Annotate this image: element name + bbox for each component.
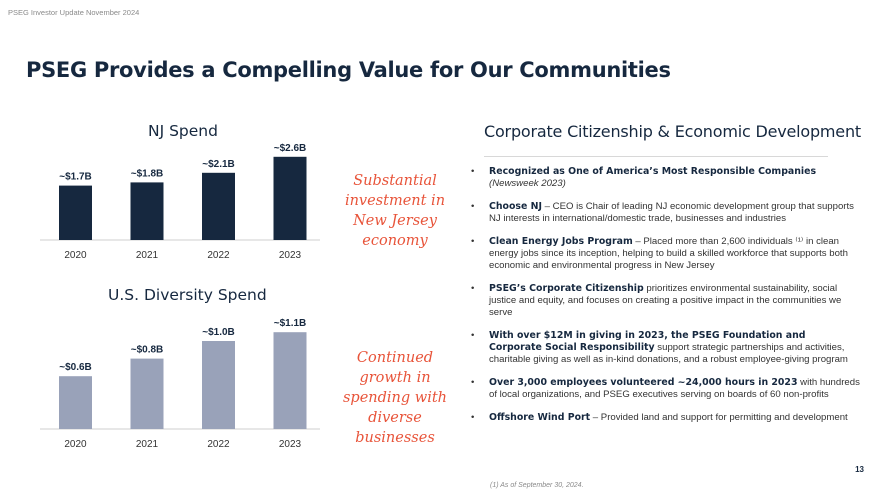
data-label: ~$1.7B [59,172,92,183]
data-label: ~$2.6B [274,143,307,154]
bar [59,185,92,240]
bullet-item: Clean Energy Jobs Program – Placed more … [470,236,860,273]
bullet-item: Offshore Wind Port – Provided land and s… [470,412,860,424]
data-label: ~$1.0B [202,327,235,338]
bullet-bold: Recognized as One of America’s Most Resp… [489,166,817,177]
bullet-item: Over 3,000 employees volunteered ~24,000… [470,377,860,401]
x-tick-label: 2023 [279,250,302,261]
data-label: ~$1.1B [274,318,307,329]
bar [202,341,235,429]
bullet-item: With over $12M in giving in 2023, the PS… [470,330,860,367]
right-section-title: Corporate Citizenship & Economic Develop… [484,122,861,141]
section-divider [484,156,828,157]
bullet-text: support strategic partnerships and activ… [489,342,848,366]
bar [273,332,307,429]
diversity-spend-chart: ~$0.6B 2020 ~$0.8B 2021 ~$1.0B 2022 ~$1.1B 2023 [40,318,320,450]
bullet-item: PSEG’s Corporate Citizenship prioritizes… [470,283,860,320]
bullet-bold: Clean Energy Jobs Program [489,235,633,247]
header-note: PSEG Investor Update November 2024 [8,8,140,17]
x-tick-label: 2021 [136,439,159,450]
data-label: ~$1.8B [131,168,164,179]
nj-callout: Substantial investment in New Jersey eco… [344,173,446,249]
bar [130,358,164,429]
diversity-spend-chart-title: U.S. Diversity Spend [108,286,267,304]
bullet-bold: Offshore Wind Port [489,412,591,424]
page-number: 13 [855,465,864,474]
nj-spend-chart-title: NJ Spend [148,122,218,140]
bar [202,172,235,240]
bullet-item: Recognized as One of America’s Most Resp… [470,166,860,190]
page-title: PSEG Provides a Compelling Value for Our… [26,58,671,82]
bar [273,156,307,240]
bullet-item: Choose NJ – CEO is Chair of leading NJ e… [470,201,860,225]
bullet-text: – Provided land and support for permitti… [590,412,848,424]
diversity-callout: Continued growth in spending with divers… [342,350,447,446]
bullet-bold: With over $12M in giving in 2023, the PS… [489,330,806,354]
x-tick-label: 2021 [136,250,159,261]
bullet-bold: Over 3,000 employees volunteered ~24,000… [489,377,798,389]
bullet-bold: Choose NJ [489,200,542,212]
bullet-text: – Placed more than 2,600 individuals ⁽¹⁾… [489,235,848,272]
bullet-text: prioritizes environmental sustainability… [489,282,842,319]
citizenship-bullet-list: Recognized as One of America’s Most Resp… [470,166,860,435]
bullet-source: (Newsweek 2023) [489,178,566,190]
x-tick-label: 2023 [279,439,302,450]
bullet-text: with hundreds of local organizations, an… [489,377,860,401]
bullet-text: – CEO is Chair of leading NJ economic de… [489,200,854,225]
x-tick-label: 2020 [64,250,87,261]
x-tick-label: 2020 [64,439,87,450]
data-label: ~$0.6B [59,362,92,373]
x-tick-label: 2022 [207,439,230,450]
bullet-bold: PSEG’s Corporate Citizenship [489,282,644,294]
bar [59,376,92,429]
nj-spend-chart: ~$1.7B 2020 ~$1.8B 2021 ~$2.1B 2022 ~$2.6B 2023 [40,143,320,261]
x-tick-label: 2022 [207,250,230,261]
data-label: ~$2.1B [202,159,235,170]
data-label: ~$0.8B [131,345,164,356]
bar [130,182,164,240]
footnote: (1) As of September 30, 2024. [490,482,584,489]
